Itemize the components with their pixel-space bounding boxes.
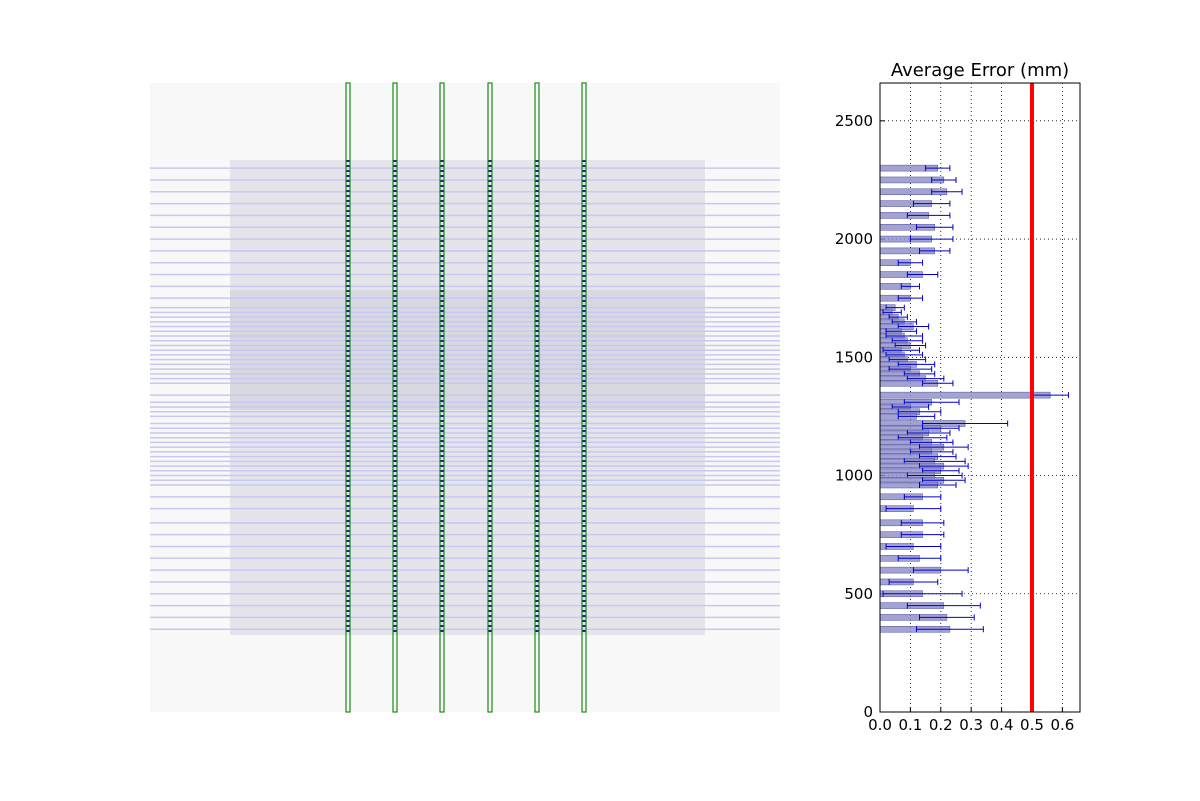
error-bar	[882, 590, 963, 597]
error-bar	[897, 413, 936, 420]
bar	[879, 391, 1051, 399]
error-bar	[909, 236, 954, 243]
y-tick-label: 500	[844, 585, 873, 603]
error-bar	[885, 543, 942, 550]
x-tick-label: 0.3	[959, 716, 983, 734]
x-tick-label: 0.0	[868, 716, 892, 734]
error-bar	[900, 531, 945, 538]
error-bar	[915, 224, 954, 231]
error-bar	[915, 626, 984, 633]
error-bar	[888, 578, 939, 585]
column-line	[534, 82, 540, 713]
error-bar	[906, 271, 939, 278]
x-tick-label: 0.4	[990, 716, 1014, 734]
plot: 0.0 0.1 0.2 0.3 0.4 0.5 0.6 0 500 1000 1500 2000 250…	[835, 82, 1081, 734]
column-line	[345, 82, 351, 713]
x-tick-label: 0.1	[898, 716, 922, 734]
axes-frame	[879, 82, 1081, 713]
y-tick-label: 1500	[835, 348, 873, 366]
scan-lines	[150, 82, 780, 713]
error-bar	[897, 295, 924, 302]
y-tick-label: 0	[863, 703, 873, 721]
chart-title: Average Error (mm)	[891, 60, 1069, 81]
x-tick-label: 0.2	[929, 716, 953, 734]
column-line	[487, 82, 493, 713]
x-tick-label: 0.6	[1050, 716, 1074, 734]
error-bar	[903, 493, 942, 500]
error-bar	[925, 165, 951, 172]
error-bar	[912, 200, 951, 207]
error-bar	[906, 602, 981, 609]
error-bar	[922, 380, 954, 387]
y-tick-label: 2000	[835, 230, 873, 248]
error-bar	[897, 259, 924, 266]
error-bar	[885, 505, 942, 512]
error-bar	[919, 247, 951, 254]
column-line	[392, 82, 398, 713]
error-bar	[931, 176, 957, 183]
error-bar	[912, 567, 969, 574]
error-bar	[900, 283, 921, 290]
image-panel	[150, 82, 780, 713]
column-line	[581, 82, 587, 713]
error-bar	[897, 555, 942, 562]
column-line	[439, 82, 445, 713]
y-tick-label: 1000	[835, 467, 873, 485]
error-bar	[906, 212, 951, 219]
error-bar	[919, 614, 975, 621]
error-bar	[900, 519, 945, 526]
error-bar	[919, 481, 957, 488]
y-tick-label: 2500	[835, 112, 873, 130]
error-bar	[931, 188, 963, 195]
x-tick-label: 0.5	[1020, 716, 1044, 734]
